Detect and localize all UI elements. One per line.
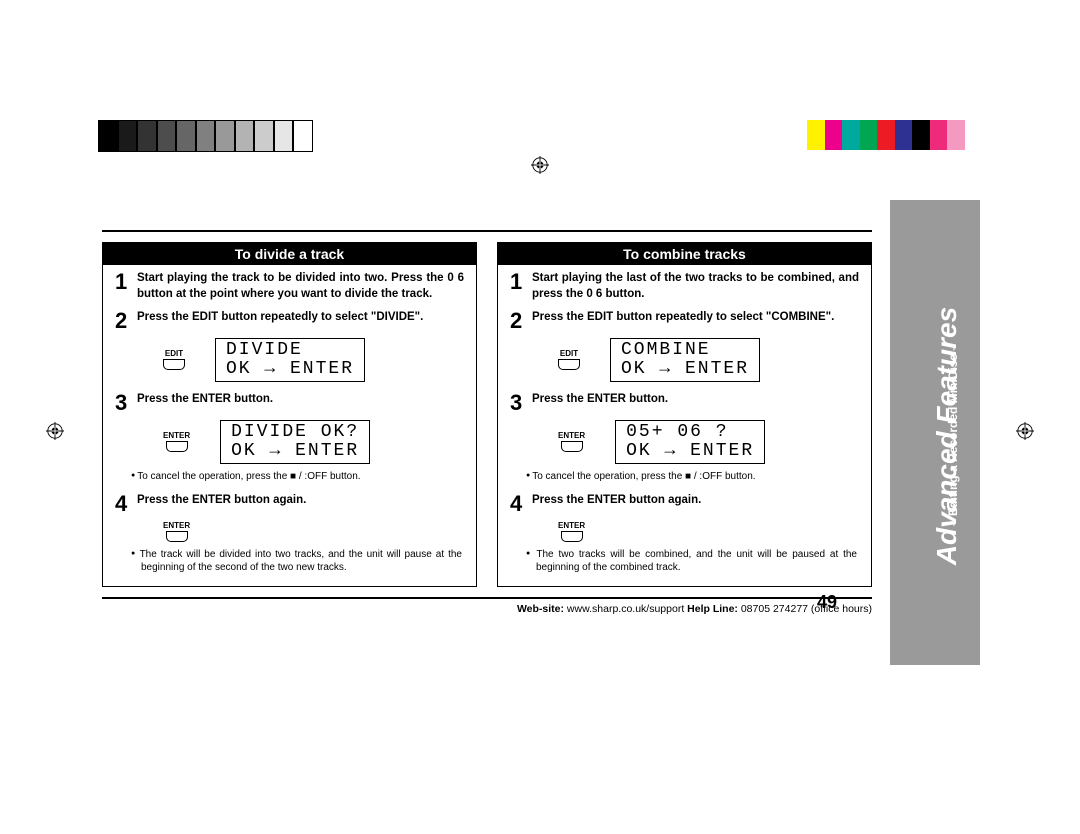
- lcd-display: DIVIDE OK → ENTER: [215, 338, 365, 382]
- column-heading: To combine tracks: [498, 243, 871, 265]
- edit-button-icon: EDIT: [163, 349, 185, 370]
- step-number: 1: [510, 271, 528, 293]
- column-heading: To divide a track: [103, 243, 476, 265]
- step-text: Press the EDIT button repeatedly to sele…: [133, 310, 464, 326]
- lcd-display: 05+ 06 ? OK → ENTER: [615, 420, 765, 464]
- calibration-bar-left: [98, 120, 313, 150]
- step-number: 3: [510, 392, 528, 414]
- section-subtitle: – Editing a Recorded MiniDisc –: [946, 344, 960, 526]
- column-divide: To divide a track 1Start playing the tra…: [102, 242, 477, 587]
- lcd-display: COMBINE OK → ENTER: [610, 338, 760, 382]
- enter-button-icon: ENTER: [558, 431, 585, 452]
- step-number: 2: [115, 310, 133, 332]
- step-number: 4: [510, 493, 528, 515]
- web-label: Web-site:: [517, 603, 564, 615]
- step-number: 4: [115, 493, 133, 515]
- edit-button-icon: EDIT: [558, 349, 580, 370]
- column-combine: To combine tracks 1Start playing the las…: [497, 242, 872, 587]
- registration-mark-icon: [1016, 422, 1034, 440]
- step-text: Press the ENTER button again.: [133, 493, 464, 509]
- step-text: Press the ENTER button.: [528, 392, 859, 408]
- registration-mark-icon: [46, 422, 64, 440]
- enter-button-icon: ENTER: [558, 521, 585, 542]
- step-text: Press the ENTER button.: [133, 392, 464, 408]
- enter-button-icon: ENTER: [163, 431, 190, 452]
- section-tab: Advanced Features – Editing a Recorded M…: [890, 200, 980, 665]
- step-text: Start playing the track to be divided in…: [133, 271, 464, 302]
- horizontal-rule: [102, 230, 872, 232]
- note-text: To cancel the operation, press the ■ / :…: [103, 468, 476, 487]
- step-text: Press the ENTER button again.: [528, 493, 859, 509]
- lcd-display: DIVIDE OK? OK → ENTER: [220, 420, 370, 464]
- step-number: 3: [115, 392, 133, 414]
- calibration-bar-right: [807, 120, 982, 150]
- help-label: Help Line:: [687, 603, 738, 615]
- step-number: 2: [510, 310, 528, 332]
- step-number: 1: [115, 271, 133, 293]
- manual-page: Advanced Features – Editing a Recorded M…: [102, 230, 980, 615]
- enter-button-icon: ENTER: [163, 521, 190, 542]
- step-text: Start playing the last of the two tracks…: [528, 271, 859, 302]
- note-text: To cancel the operation, press the ■ / :…: [498, 468, 871, 487]
- registration-mark-icon: [531, 156, 549, 174]
- web-value: www.sharp.co.uk/support: [564, 603, 687, 615]
- note-text: The track will be divided into two track…: [103, 546, 476, 578]
- page-number: 49: [782, 586, 872, 619]
- footer-line: Web-site: www.sharp.co.uk/support Help L…: [102, 599, 872, 615]
- step-text: Press the EDIT button repeatedly to sele…: [528, 310, 859, 326]
- note-text: The two tracks will be combined, and the…: [498, 546, 871, 578]
